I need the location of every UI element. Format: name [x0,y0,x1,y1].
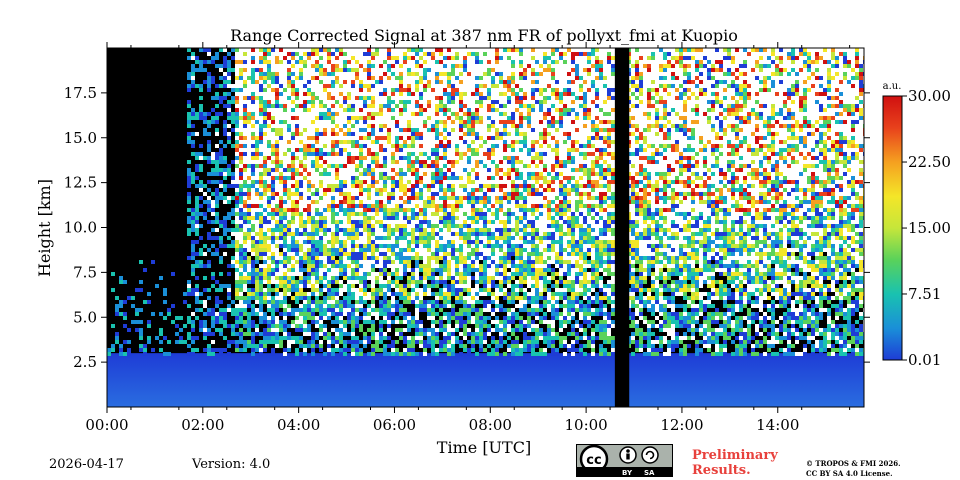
preliminary-results-note: Preliminary Results. [692,448,778,478]
colorbar-unit: a.u. [883,81,902,92]
y-tick-label: 12.5 [64,174,97,192]
cc-label-sa: SA [644,469,655,477]
x-tick-label: 12:00 [660,416,703,434]
boundary-layer [107,353,864,407]
y-tick-label: 10.0 [64,219,97,237]
y-tick-label: 7.5 [73,263,97,281]
copyright-line-1: © TROPOS & FMI 2026. [806,459,901,468]
footer-date: 2026-04-17 [49,457,124,472]
copyright-line-2: CC BY SA 4.0 License. [806,469,893,478]
y-tick-label: 2.5 [73,353,97,371]
colorbar-tick-label: 7.51 [908,285,941,303]
footer-version: Version: 4.0 [192,457,271,472]
x-axis-label: Time [UTC] [437,438,531,457]
colorbar-tick-label: 0.01 [908,351,941,369]
x-tick-label: 04:00 [277,416,320,434]
x-tick-label: 06:00 [373,416,416,434]
x-tick-label: 08:00 [469,416,512,434]
preliminary-line-1: Preliminary [692,448,778,463]
x-tick-label: 14:00 [756,416,799,434]
colorbar-tick-label: 30.00 [908,87,951,105]
copyright-note: © TROPOS & FMI 2026. CC BY SA 4.0 Licens… [806,459,901,479]
cc-by-sa-icon: cc BY SA [576,444,673,477]
y-tick-label: 17.5 [64,84,97,102]
y-axis: 2.5 5.0 7.5 10.0 12.5 15.0 17.5 [64,84,870,371]
x-axis: 00:00 02:00 04:00 06:00 08:00 10:00 12:00 14:00 [85,42,851,434]
colorbar: a.u. 0.01 7.51 15.00 22.50 30.00 [882,81,951,369]
cc-label-by: BY [622,469,633,477]
y-axis-label: Height [km] [35,179,54,277]
data-gap [614,48,630,407]
plot-area [107,48,864,407]
colorbar-tick-label: 15.00 [908,219,951,237]
x-tick-label: 02:00 [181,416,224,434]
y-tick-label: 5.0 [73,308,97,326]
colorbar-tick-label: 22.50 [908,153,951,171]
y-tick-label: 15.0 [64,129,97,147]
x-tick-label: 10:00 [564,416,607,434]
x-tick-label: 00:00 [85,416,128,434]
colorbar-ticks: 0.01 7.51 15.00 22.50 30.00 [902,87,951,369]
chart-title: Range Corrected Signal at 387 nm FR of p… [230,26,738,45]
signal-texture [107,48,864,407]
colorbar-gradient [882,95,903,361]
preliminary-line-2: Results. [692,463,751,478]
